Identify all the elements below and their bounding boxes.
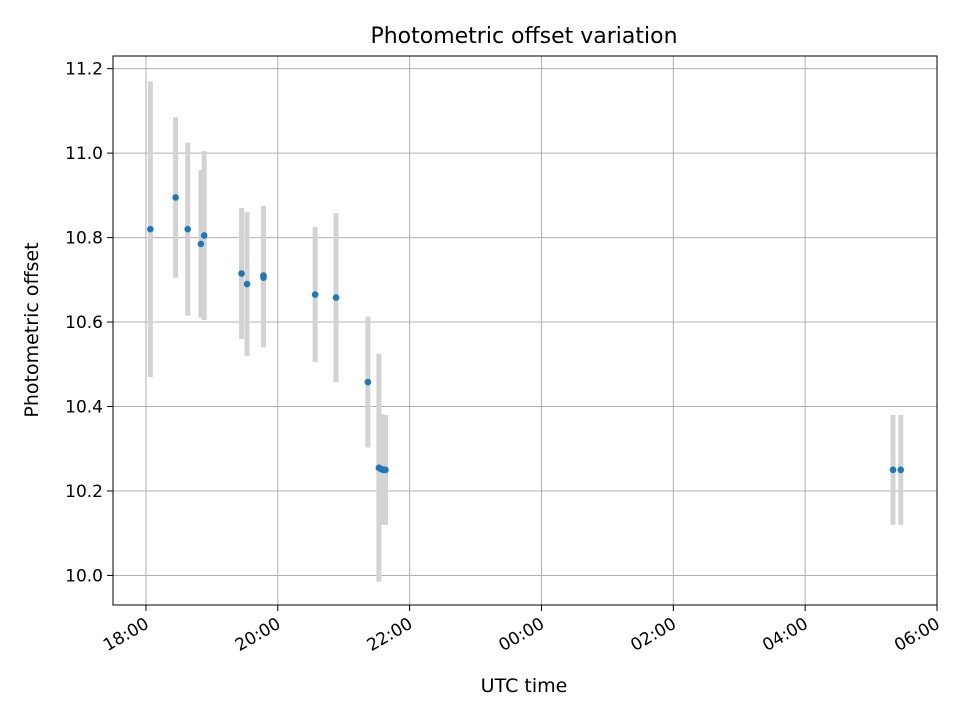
y-tick-label: 10.8 bbox=[65, 229, 103, 249]
data-point bbox=[172, 194, 179, 201]
y-tick-label: 10.2 bbox=[65, 482, 103, 502]
data-point bbox=[332, 294, 340, 301]
data-point bbox=[184, 225, 192, 233]
y-axis-label: Photometric offset bbox=[21, 242, 43, 417]
x-axis-label: UTC time bbox=[481, 675, 568, 697]
data-point bbox=[147, 225, 154, 233]
data-point bbox=[200, 232, 208, 239]
data-point bbox=[260, 274, 267, 282]
data-point bbox=[238, 270, 245, 277]
y-tick-label: 10.4 bbox=[65, 398, 103, 418]
data-points bbox=[147, 194, 905, 474]
data-point bbox=[197, 240, 205, 248]
y-tick-label: 10.0 bbox=[65, 566, 103, 586]
chart-title: Photometric offset variation bbox=[370, 24, 677, 49]
y-tick-label: 10.6 bbox=[65, 313, 103, 333]
plot-frame bbox=[112, 55, 938, 606]
data-point bbox=[243, 280, 251, 288]
grid-lines bbox=[113, 56, 938, 605]
data-point bbox=[311, 291, 319, 298]
data-point bbox=[889, 466, 897, 474]
y-tick-label: 11.2 bbox=[65, 60, 103, 80]
y-tick-label: 11.0 bbox=[65, 144, 103, 164]
data-point bbox=[364, 378, 372, 386]
data-point bbox=[897, 466, 905, 474]
data-point bbox=[382, 466, 389, 474]
y-axis-ticks: 10.0 10.2 10.4 10.6 10.8 11.0 11.2 bbox=[65, 60, 113, 586]
